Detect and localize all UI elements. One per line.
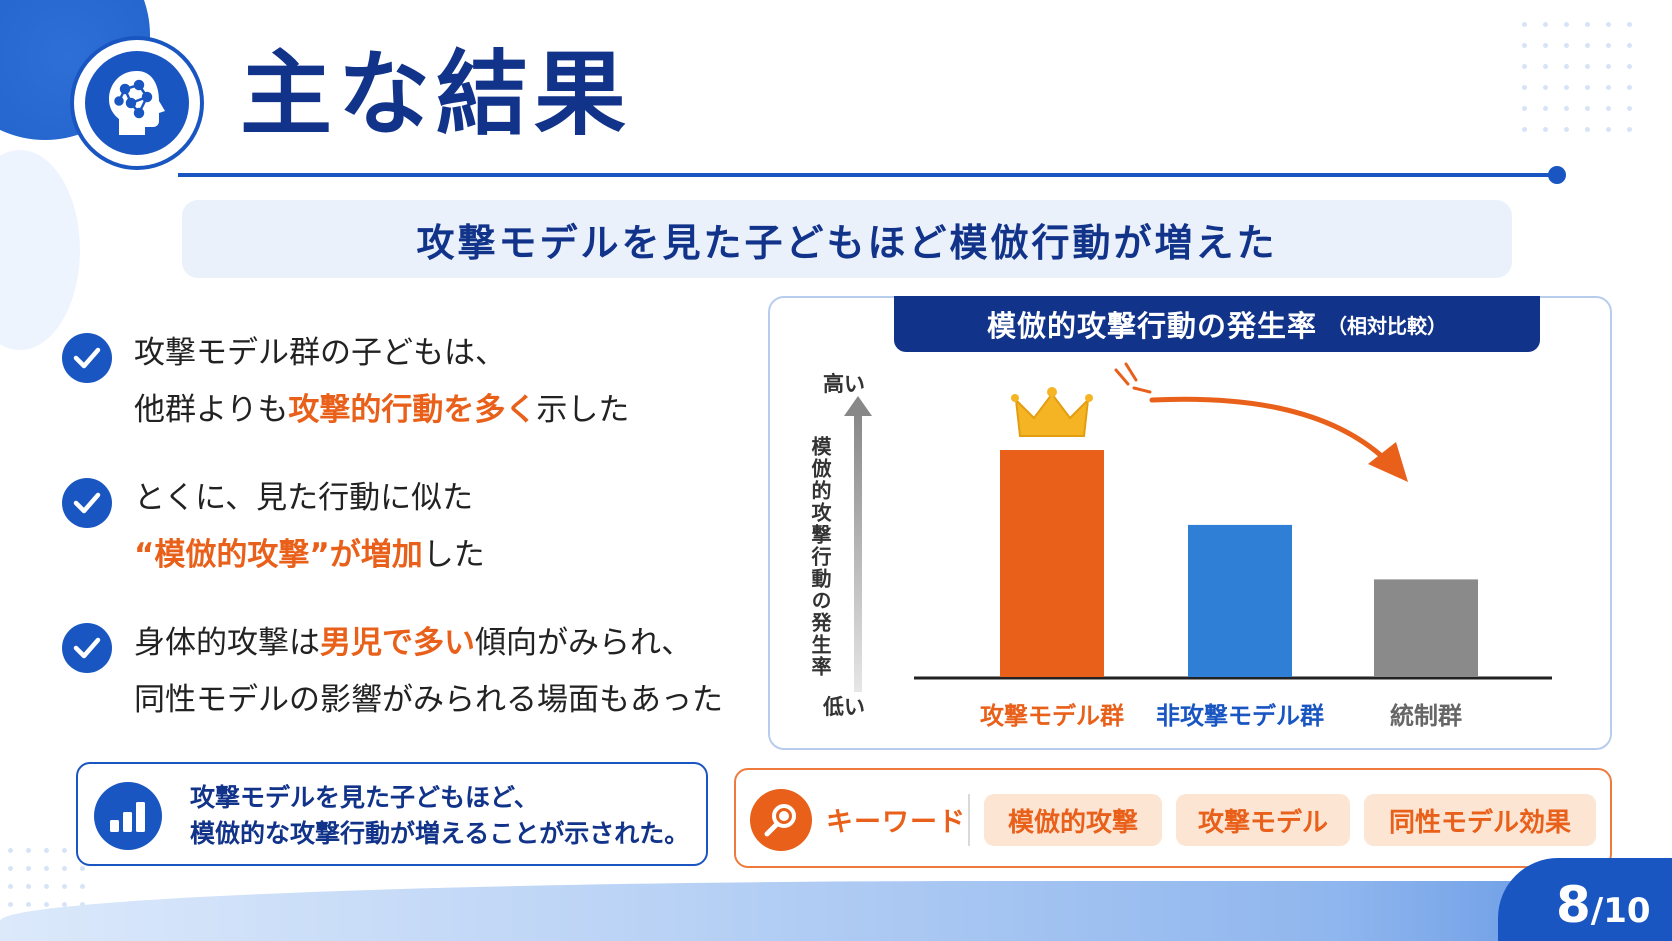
brain-head-icon (109, 71, 165, 135)
keywords-box: キーワード 模倣的攻撃 攻撃モデル 同性モデル効果 (734, 768, 1612, 868)
highlight-text: “模倣的攻撃”が増加 (134, 537, 423, 573)
keywords-label: キーワード (826, 807, 966, 838)
plain-text: 他群よりも (134, 392, 289, 428)
chart-title: 模倣的攻撃行動の発生率 (986, 309, 1317, 343)
bar-1 (1000, 450, 1104, 677)
y-low-label: 低い (822, 695, 865, 719)
finding-line: 同性モデルの影響がみられる場面もあった (134, 672, 723, 729)
chart-title-note: （相対比較） (1327, 313, 1447, 338)
page-total: /10 (1590, 891, 1651, 931)
decrease-arrow-head (1368, 442, 1408, 482)
bottom-wave-decoration (0, 881, 1672, 941)
keywords-divider (968, 794, 970, 846)
brain-logo (70, 36, 204, 170)
sparkle-line (1114, 368, 1130, 386)
check-icon (62, 623, 112, 673)
crown-jewel (1047, 387, 1057, 397)
page-badge (1498, 858, 1672, 941)
keyword-pill: 模倣的攻撃 (984, 794, 1162, 846)
chart-title-banner: 模倣的攻撃行動の発生率 （相対比較） (894, 296, 1540, 352)
sparkle-line (1132, 386, 1152, 394)
category-label: 攻撃モデル群 (980, 702, 1124, 730)
bar-chart-icon (94, 782, 162, 850)
finding-line: とくに、見た行動に似た (134, 470, 485, 527)
title-underline (178, 173, 1558, 177)
summary-text: 攻撃モデルを見た子どもほど、 模倣的な攻撃行動が増えることが示された。 (190, 780, 689, 852)
check-icon (62, 478, 112, 528)
keyword-pill: 同性モデル効果 (1364, 794, 1596, 846)
page-current: 8 (1556, 876, 1591, 934)
y-axis-arrow-head (844, 396, 872, 416)
summary-line-2: 模倣的な攻撃行動が増えることが示された。 (190, 819, 690, 848)
highlight-text: 攻撃的行動を多く (288, 392, 537, 428)
finding-line: 他群よりも攻撃的行動を多く示した (134, 382, 629, 439)
crown-jewel (1085, 394, 1093, 402)
category-label: 非攻撃モデル群 (1156, 702, 1324, 730)
keyword-pill: 攻撃モデル (1176, 794, 1350, 846)
plain-text: 攻撃モデル群の子どもは、 (134, 335, 506, 371)
page-number: 8/10 (1556, 876, 1651, 934)
finding-text: 身体的攻撃は男児で多い傾向がみられ、同性モデルの影響がみられる場面もあった (134, 615, 723, 729)
finding-text: 攻撃モデル群の子どもは、 他群よりも攻撃的行動を多く示した (134, 325, 629, 439)
dot-pattern-top-right (1522, 22, 1632, 132)
finding-line: 身体的攻撃は男児で多い傾向がみられ、 (134, 615, 723, 672)
bar-2 (1188, 524, 1292, 677)
decrease-arrow (1149, 396, 1389, 463)
subtitle-text: 攻撃モデルを見た子どもほど模倣行動が増えた (416, 220, 1278, 265)
crown-jewel (1011, 394, 1019, 402)
corner-decoration-light (0, 150, 80, 350)
subtitle-band: 攻撃モデルを見た子どもほど模倣行動が増えた (182, 200, 1512, 278)
page-title: 主な結果 (240, 41, 633, 148)
y-high-label: 高い (823, 372, 865, 396)
category-label: 統制群 (1390, 702, 1462, 730)
y-axis-label: 模倣的攻撃行動の発生率 (808, 435, 832, 678)
finding-line: “模倣的攻撃”が増加した (134, 527, 485, 584)
crown-icon (1014, 392, 1090, 437)
check-icon (62, 333, 112, 383)
magnifier-icon (750, 789, 812, 851)
plain-text: 身体的攻撃は (134, 625, 320, 661)
summary-box: 攻撃モデルを見た子どもほど、 模倣的な攻撃行動が増えることが示された。 (76, 762, 708, 866)
plain-text: 同性モデルの影響がみられる場面もあった (134, 682, 723, 718)
title-underline-dot (1548, 166, 1566, 184)
plain-text: 傾向がみられ、 (475, 625, 693, 661)
finding-text: とくに、見た行動に似た “模倣的攻撃”が増加した (134, 470, 485, 584)
highlight-text: 男児で多い (320, 625, 475, 661)
bar-3 (1374, 579, 1478, 677)
dot-pattern-bottom-left (8, 848, 85, 907)
plain-text: 示した (536, 392, 630, 428)
sparkle-line (1124, 362, 1138, 382)
y-axis-arrow-shaft (854, 414, 862, 692)
finding-line: 攻撃モデル群の子どもは、 (134, 325, 629, 382)
plain-text: とくに、見た行動に似た (134, 480, 474, 516)
summary-line-1: 攻撃モデルを見た子どもほど、 (190, 783, 539, 812)
plain-text: した (422, 537, 485, 573)
